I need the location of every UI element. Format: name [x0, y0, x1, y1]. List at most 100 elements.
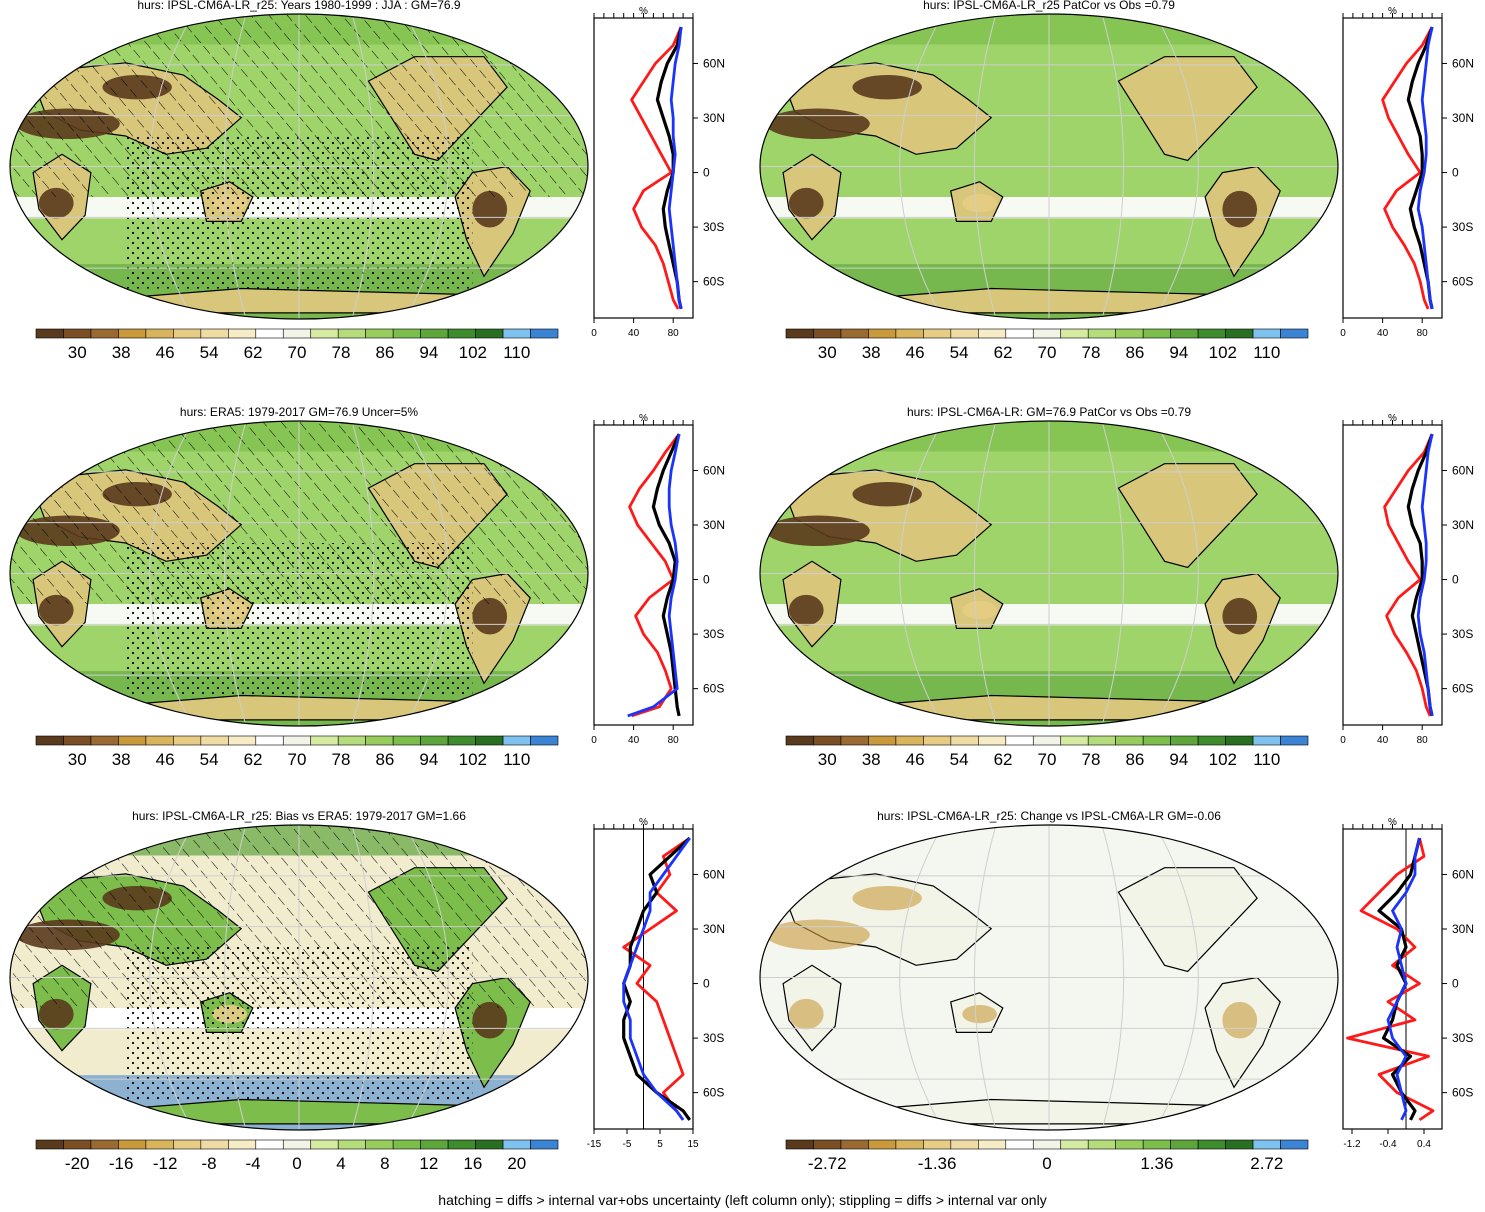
profile-lat-label: 60S: [1452, 682, 1473, 696]
colorbar-swatch: [895, 735, 924, 746]
colorbar-tick-label: 54: [950, 343, 969, 362]
dry-region: [788, 187, 824, 219]
colorbar-swatch: [840, 1139, 869, 1150]
dry-region: [765, 515, 870, 547]
profile-lat-label: 30S: [703, 1031, 724, 1045]
profile-x-label: 40: [1377, 328, 1389, 339]
colorbar-swatch: [923, 328, 952, 339]
graticule-lon: [1101, 14, 1125, 319]
colorbar-tick-label: 46: [906, 343, 925, 362]
profile-unit: %: [639, 413, 648, 424]
colorbar-swatch: [1280, 328, 1309, 339]
panel-1: hurs: IPSL-CM6A-LR_r25: Years 1980-1999 …: [9, 0, 725, 362]
colorbar-swatch: [63, 735, 92, 746]
colorbar-swatch: [337, 328, 366, 339]
graticule-lon: [1101, 421, 1125, 726]
colorbar-swatch: [90, 735, 119, 746]
profile-lat-label: 30N: [1452, 111, 1474, 125]
graticule-lon: [1154, 825, 1199, 1130]
colorbar-swatch: [1060, 1139, 1089, 1150]
map-field: [760, 421, 1338, 726]
colorbar-swatch: [923, 1139, 952, 1150]
profile-lat-label: 60N: [1452, 56, 1474, 70]
colorbar-tick-label: 102: [1209, 343, 1237, 362]
graticule-lon: [223, 825, 247, 1130]
colorbar-swatch: [420, 1139, 449, 1150]
colorbar-swatch: [118, 1139, 147, 1150]
colorbar-tick-label: 62: [994, 750, 1013, 769]
profile-lat-label: 60S: [1452, 1086, 1473, 1100]
graticule-lon: [149, 825, 194, 1130]
colorbar-swatch: [255, 735, 284, 746]
panel-4: hurs: IPSL-CM6A-LR: GM=76.9 PatCor vs Ob…: [759, 405, 1474, 769]
profile-x-label: -15: [587, 1139, 602, 1150]
colorbar-tick-label: 86: [1125, 343, 1144, 362]
colorbar-swatch: [90, 328, 119, 339]
graticule-lon: [899, 421, 944, 726]
dry-region: [1222, 190, 1258, 228]
profile-lat-label: 30S: [1452, 220, 1473, 234]
colorbar-swatch: [950, 1139, 979, 1150]
colorbar-tick-label: 30: [818, 750, 837, 769]
colorbar-swatch: [310, 1139, 339, 1150]
profile-unit: %: [1388, 817, 1397, 828]
dry-region: [1222, 1001, 1258, 1039]
map-outline: [759, 420, 1339, 727]
profile-x-label: -5: [623, 1139, 632, 1150]
map-field: [10, 14, 588, 319]
panel-title: hurs: IPSL-CM6A-LR_r25: Bias vs ERA5: 19…: [132, 809, 466, 823]
colorbar-swatch: [1142, 735, 1171, 746]
colorbar-swatch: [282, 328, 312, 339]
colorbar-swatch: [90, 1139, 119, 1150]
colorbar-tick-label: 8: [380, 1154, 389, 1173]
colorbar-swatch: [228, 1139, 257, 1150]
profile-series-red: [630, 26, 683, 310]
colorbar-swatch: [1060, 735, 1089, 746]
colorbar-tick-label: 70: [288, 750, 307, 769]
profile-x-label: 40: [628, 328, 640, 339]
colorbar-swatch: [1115, 328, 1144, 339]
graticule-lon: [223, 14, 247, 319]
profile-lat-label: 30N: [1452, 922, 1474, 936]
continent-4: [1117, 56, 1258, 162]
dry-region: [788, 594, 824, 626]
colorbar-swatch: [1032, 1139, 1062, 1150]
colorbar-swatch: [173, 328, 202, 339]
colorbar-tick-label: 30: [68, 343, 87, 362]
colorbar-tick-label: 38: [862, 750, 881, 769]
profile-unit: %: [639, 6, 648, 17]
colorbar-tick-label: 4: [336, 1154, 345, 1173]
dry-region: [765, 919, 870, 951]
colorbar: -2.72 -1.36 0 1.36 2.72: [785, 1139, 1309, 1173]
graticule-lon: [1154, 14, 1199, 319]
map-outline: [9, 420, 589, 727]
profile-frame: [1342, 828, 1443, 1130]
colorbar-swatch: [282, 1139, 312, 1150]
colorbar-swatch: [895, 328, 924, 339]
profile-x-label: 80: [668, 328, 680, 339]
dry-region: [765, 108, 870, 140]
colorbar-tick-label: 2.72: [1250, 1154, 1283, 1173]
map-field: [760, 14, 1338, 319]
colorbar-swatch: [530, 328, 559, 339]
colorbar-swatch: [392, 328, 421, 339]
colorbar-tick-label: 70: [288, 343, 307, 362]
colorbar-swatch: [1225, 1139, 1254, 1150]
map-field: [10, 421, 588, 726]
panel-2: hurs: IPSL-CM6A-LR_r25 PatCor vs Obs =0.…: [759, 0, 1474, 362]
colorbar-tick-label: 70: [1038, 343, 1057, 362]
profile-lat-label: 0: [1452, 166, 1459, 180]
colorbar-swatch: [502, 328, 531, 339]
colorbar-tick-label: 20: [507, 1154, 526, 1173]
panel-title: hurs: IPSL-CM6A-LR_r25: Change vs IPSL-C…: [877, 809, 1221, 823]
colorbar-swatch: [923, 735, 952, 746]
profile-x-label: 0: [1340, 328, 1346, 339]
map-outline: [9, 13, 589, 320]
colorbar-swatch: [868, 735, 897, 746]
colorbar-tick-label: 0: [1042, 1154, 1051, 1173]
colorbar-swatch: [950, 735, 979, 746]
dry-region: [1222, 597, 1258, 635]
colorbar-swatch: [173, 1139, 202, 1150]
profile-x-label: -0.4: [1379, 1139, 1397, 1150]
colorbar-swatch: [145, 735, 174, 746]
